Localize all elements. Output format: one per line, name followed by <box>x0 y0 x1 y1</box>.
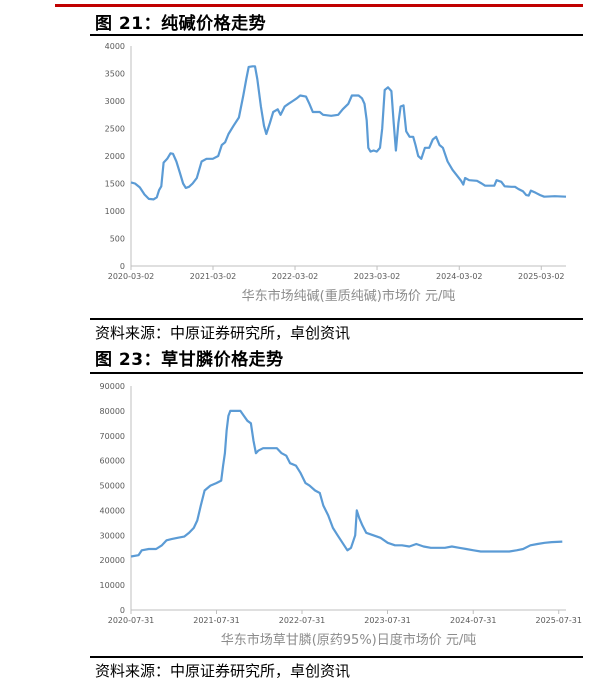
y-tick-label: 0 <box>120 262 125 271</box>
x-tick-label: 2024-03-02 <box>436 272 483 281</box>
x-tick-label: 2021-03-02 <box>190 272 237 281</box>
y-tick-label: 70000 <box>100 432 125 441</box>
figure-21-source: 资料来源：中原证券研究所，卓创资讯 <box>95 324 351 342</box>
figure-21-top-rule <box>90 34 583 36</box>
x-tick-label: 2020-07-31 <box>108 616 155 625</box>
figure-21-bottom-rule <box>90 318 583 320</box>
y-tick-label: 500 <box>110 235 125 244</box>
figure-23-top-rule <box>90 372 583 374</box>
figure-23-bottom-rule <box>90 656 583 658</box>
y-tick-label: 60000 <box>100 457 125 466</box>
y-tick-label: 0 <box>120 606 125 615</box>
x-tick-label: 2021-07-31 <box>193 616 240 625</box>
y-tick-label: 2000 <box>105 152 125 161</box>
y-tick-label: 50000 <box>100 482 125 491</box>
y-tick-label: 20000 <box>100 556 125 565</box>
x-tick-label: 2022-03-02 <box>272 272 319 281</box>
figure-21-title: 图 21：纯碱价格走势 <box>95 14 267 34</box>
y-tick-label: 2500 <box>105 125 125 134</box>
y-tick-label: 40000 <box>100 506 125 515</box>
figure-23-source: 资料来源：中原证券研究所，卓创资讯 <box>95 662 351 680</box>
y-tick-label: 4000 <box>105 42 125 51</box>
x-tick-label: 2025-03-02 <box>518 272 565 281</box>
y-tick-label: 80000 <box>100 407 125 416</box>
y-tick-label: 3500 <box>105 70 125 79</box>
y-tick-label: 30000 <box>100 531 125 540</box>
y-tick-label: 1000 <box>105 207 125 216</box>
x-tick-label: 2023-03-02 <box>354 272 401 281</box>
figure-23-title: 图 23：草甘膦价格走势 <box>95 350 284 370</box>
x-axis-label: 华东市场草甘膦(原药95%)日度市场价 元/吨 <box>221 632 477 648</box>
x-tick-label: 2020-03-02 <box>108 272 155 281</box>
y-tick-label: 1500 <box>105 180 125 189</box>
series-line <box>130 409 563 558</box>
x-tick-label: 2025-07-31 <box>535 616 582 625</box>
y-tick-label: 90000 <box>100 382 125 391</box>
x-tick-label: 2023-07-31 <box>364 616 411 625</box>
x-tick-label: 2024-07-31 <box>450 616 497 625</box>
top-red-rule <box>55 4 583 7</box>
x-tick-label: 2022-07-31 <box>279 616 326 625</box>
series-line <box>130 65 567 201</box>
soda-ash-price-chart: 0 500 1000 1500 2000 2500 3000 3500 4000 2020-03-… <box>105 42 567 304</box>
y-tick-label: 3000 <box>105 97 125 106</box>
glyphosate-price-chart: 0 10000 20000 30000 40000 50000 60000 70000 8000… <box>100 382 582 648</box>
x-axis-label: 华东市场纯碱(重质纯碱)市场价 元/吨 <box>242 288 456 304</box>
y-tick-label: 10000 <box>100 581 125 590</box>
